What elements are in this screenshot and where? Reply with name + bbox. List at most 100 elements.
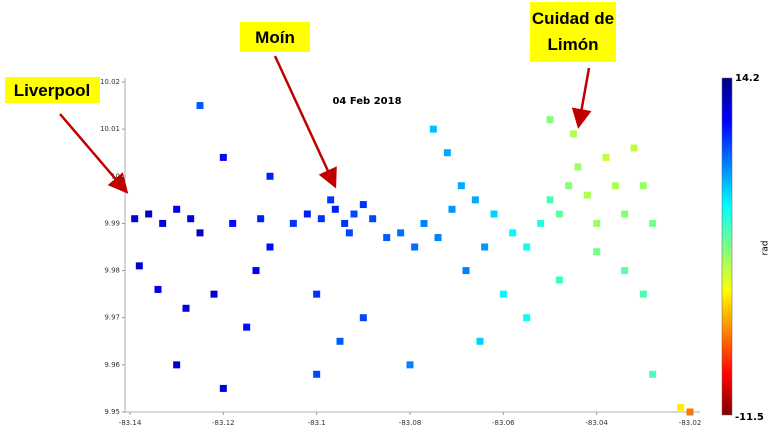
point bbox=[630, 144, 638, 152]
point bbox=[327, 196, 335, 204]
arrow bbox=[59, 113, 129, 194]
y-tick-label: 9.99 bbox=[104, 219, 120, 227]
point bbox=[523, 243, 531, 251]
point bbox=[602, 153, 610, 161]
point bbox=[565, 182, 573, 190]
point bbox=[448, 205, 456, 213]
arrow bbox=[571, 67, 592, 129]
point bbox=[639, 290, 647, 298]
point bbox=[457, 182, 465, 190]
point bbox=[131, 215, 139, 223]
point bbox=[621, 210, 629, 218]
point bbox=[331, 205, 339, 213]
point bbox=[243, 323, 251, 331]
point bbox=[499, 290, 507, 298]
point bbox=[303, 210, 311, 218]
annotation: Cuidad de bbox=[532, 9, 614, 28]
colorbar-label: rad bbox=[761, 241, 771, 256]
point bbox=[219, 153, 227, 161]
point bbox=[135, 262, 143, 270]
y-tick-label: 10 bbox=[111, 172, 120, 180]
arrow bbox=[273, 55, 337, 189]
y-tick-label: 9.95 bbox=[104, 408, 120, 416]
point bbox=[257, 215, 265, 223]
point bbox=[429, 125, 437, 133]
x-tick-label: -83.1 bbox=[308, 419, 326, 427]
x-tick-label: -83.04 bbox=[585, 419, 608, 427]
annotation-box bbox=[240, 22, 310, 52]
point bbox=[219, 384, 227, 392]
point bbox=[159, 219, 167, 227]
points bbox=[131, 102, 694, 416]
point bbox=[229, 219, 237, 227]
point bbox=[187, 215, 195, 223]
annotation: Moín bbox=[255, 28, 295, 47]
annotation-box bbox=[5, 77, 100, 103]
point bbox=[182, 304, 190, 312]
point bbox=[154, 285, 162, 293]
x-tick-label: -83.14 bbox=[119, 419, 142, 427]
point bbox=[359, 201, 367, 209]
point bbox=[411, 243, 419, 251]
point bbox=[569, 130, 577, 138]
point bbox=[443, 149, 451, 157]
point bbox=[359, 314, 367, 322]
point bbox=[434, 234, 442, 242]
y-tick-label: 9.96 bbox=[104, 361, 120, 369]
point bbox=[313, 370, 321, 378]
point bbox=[145, 210, 153, 218]
x-tick-label: -83.08 bbox=[399, 419, 422, 427]
x-tick-label: -83.02 bbox=[679, 419, 702, 427]
point bbox=[383, 234, 391, 242]
annotation: Limón bbox=[548, 35, 599, 54]
point bbox=[471, 196, 479, 204]
point bbox=[420, 219, 428, 227]
point bbox=[266, 172, 274, 180]
point bbox=[555, 276, 563, 284]
point bbox=[523, 314, 531, 322]
point bbox=[341, 219, 349, 227]
point bbox=[537, 219, 545, 227]
point bbox=[196, 229, 204, 237]
point bbox=[555, 210, 563, 218]
point bbox=[462, 267, 470, 275]
point bbox=[406, 361, 414, 369]
point bbox=[210, 290, 218, 298]
point bbox=[546, 116, 554, 124]
point bbox=[649, 370, 657, 378]
point bbox=[173, 361, 181, 369]
colorbar-max: 14.2 bbox=[735, 73, 760, 84]
point bbox=[266, 243, 274, 251]
point bbox=[649, 219, 657, 227]
annotation: Liverpool bbox=[14, 81, 91, 100]
point bbox=[546, 196, 554, 204]
chart-title: 04 Feb 2018 bbox=[332, 96, 401, 107]
point bbox=[476, 337, 484, 345]
y-tick-label: 10.01 bbox=[100, 125, 120, 133]
y-tick-label: 10.02 bbox=[100, 78, 120, 86]
point bbox=[574, 163, 582, 171]
point bbox=[289, 219, 297, 227]
point bbox=[397, 229, 405, 237]
point bbox=[611, 182, 619, 190]
point bbox=[350, 210, 358, 218]
annotation-box bbox=[530, 2, 616, 62]
point bbox=[509, 229, 517, 237]
x-tick-label: -83.12 bbox=[212, 419, 235, 427]
point bbox=[481, 243, 489, 251]
point bbox=[345, 229, 353, 237]
point bbox=[173, 205, 181, 213]
point bbox=[336, 337, 344, 345]
plot-frame bbox=[124, 78, 700, 413]
y-tick-label: 9.98 bbox=[104, 267, 120, 275]
point bbox=[639, 182, 647, 190]
x-tick-label: -83.06 bbox=[492, 419, 515, 427]
y-tick-label: 9.97 bbox=[104, 314, 120, 322]
point bbox=[593, 248, 601, 256]
colorbar-min: -11.5 bbox=[735, 412, 764, 423]
point bbox=[677, 403, 685, 411]
colorbar bbox=[721, 77, 733, 416]
point bbox=[583, 191, 591, 199]
point bbox=[317, 215, 325, 223]
